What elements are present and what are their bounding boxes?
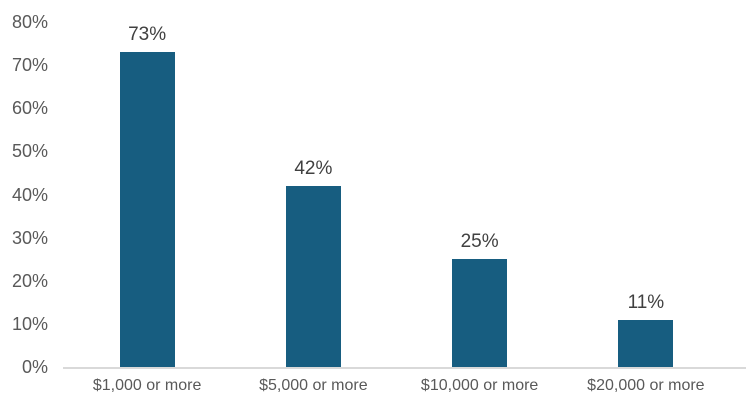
bar-value-label: 11% <box>627 291 665 313</box>
bar-value-label: 42% <box>294 157 333 179</box>
plot-area: 73% 42% 25% 11% <box>64 22 729 367</box>
y-axis-tick-label: 70% <box>11 55 48 76</box>
y-axis-tick-label: 60% <box>11 98 48 119</box>
bar <box>618 319 674 367</box>
bar-value-label: 73% <box>128 24 167 46</box>
x-axis-category-label: $10,000 or more <box>420 377 539 394</box>
y-axis-tick-label: 40% <box>11 184 48 205</box>
y-axis-tick-label: 30% <box>11 227 48 248</box>
x-axis-labels: $1,000 or more $5,000 or more $10,000 or m… <box>64 377 729 395</box>
bar <box>119 52 175 367</box>
bar <box>452 259 508 367</box>
y-axis-tick-label: 20% <box>11 270 48 291</box>
y-axis-tick-label: 10% <box>11 313 48 334</box>
bar-group: 25% <box>397 22 563 367</box>
x-axis-category-label: $5,000 or more <box>259 377 368 394</box>
y-axis-tick-label: 0% <box>21 357 48 377</box>
y-axis-tick-label: 50% <box>11 141 48 162</box>
bar <box>285 185 341 367</box>
bar-value-label: 25% <box>460 231 499 253</box>
x-axis-category-label: $20,000 or more <box>587 377 705 394</box>
y-axis-tick-label: 80% <box>11 12 48 32</box>
bar-group: 42% <box>230 22 396 367</box>
x-axis-category-label: $1,000 or more <box>92 377 202 394</box>
x-axis-line <box>63 367 746 369</box>
bar-group: 73% <box>64 22 230 367</box>
bar-group: 11% <box>563 22 729 367</box>
